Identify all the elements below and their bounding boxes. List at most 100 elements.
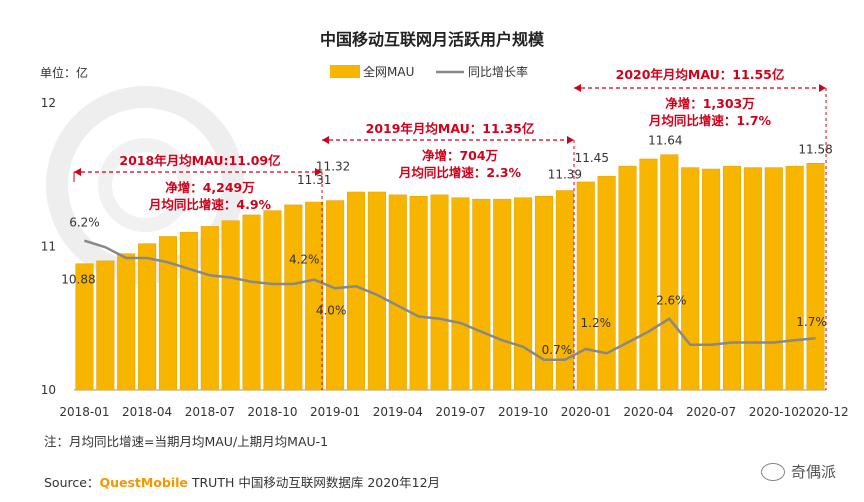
x-tick-label: 2018-01 — [59, 405, 109, 419]
y-tick-label: 12 — [41, 96, 56, 110]
legend-label-bar: 全网MAU — [363, 64, 414, 79]
x-tick-label: 2019-07 — [435, 405, 485, 419]
x-tick-label: 2018-04 — [122, 405, 172, 419]
bar — [221, 220, 240, 391]
bar — [346, 191, 366, 391]
period-net-gain: 净增：4,249万 — [165, 180, 255, 195]
bar — [242, 214, 261, 391]
logo-inner-ring — [98, 138, 192, 232]
bar — [96, 260, 115, 391]
period-growth: 月均同比增速：2.3% — [398, 165, 522, 180]
mau-chart: 中国移动互联网月活跃用户规模 单位：亿 全网MAU 同比增长率 10 11 12 201… — [40, 30, 849, 419]
bar — [702, 168, 721, 391]
bar — [138, 243, 157, 391]
period-net-gain: 净增：1,303万 — [665, 96, 755, 111]
bar-value-label: 11.31 — [297, 173, 331, 187]
bar — [806, 163, 825, 391]
bar — [75, 263, 94, 391]
line-value-label: 2.6% — [656, 294, 687, 308]
source-rest: TRUTH 中国移动互联网数据库 2020年12月 — [187, 475, 441, 490]
bar — [158, 236, 178, 391]
bar — [576, 181, 595, 391]
bar — [764, 167, 783, 391]
period-arrow-right — [819, 84, 826, 92]
source-line: Source：QuestMobile TRUTH 中国移动互联网数据库 2020… — [44, 472, 440, 491]
bar — [326, 200, 345, 391]
x-tick-label: 2019-10 — [498, 405, 548, 419]
legend-swatch-bar — [330, 65, 360, 78]
bar — [618, 165, 637, 391]
bar — [430, 194, 449, 391]
period-arrow-left — [322, 136, 329, 144]
source-prefix: Source： — [44, 475, 100, 490]
bar — [305, 201, 324, 391]
growth-polyline — [84, 239, 816, 362]
footnote: 注：月均同比增速=当期月均MAU/上期月均MAU-1 — [44, 434, 329, 449]
bar — [117, 253, 136, 391]
bar — [409, 196, 428, 391]
line-value-label: 4.2% — [289, 253, 320, 267]
watermark-text: 奇偶派 — [790, 463, 836, 481]
bar — [534, 196, 554, 391]
y-tick-label: 10 — [41, 383, 56, 397]
bar — [200, 226, 219, 391]
x-tick-label: 2020-10 — [749, 405, 799, 419]
unit-label: 单位：亿 — [40, 65, 88, 80]
x-tick-label: 2019-01 — [310, 405, 360, 419]
period-title: 2019年月均MAU：11.35亿 — [366, 121, 535, 136]
period-title: 2018年月均MAU:11.09亿 — [119, 153, 280, 168]
bar-value-label: 11.58 — [798, 142, 832, 156]
x-tick-label: 2018-10 — [247, 405, 297, 419]
source-brand: QuestMobile — [99, 475, 188, 490]
line-value-label: 0.7% — [542, 343, 573, 357]
bar — [660, 154, 679, 391]
growth-line — [84, 239, 816, 362]
period-arrow-right — [315, 168, 322, 176]
bar-value-label: 11.64 — [648, 134, 682, 148]
line-value-label: 1.2% — [581, 316, 612, 330]
bar — [451, 197, 470, 391]
bar-value-label: 11.39 — [548, 168, 582, 182]
bars — [75, 154, 825, 391]
period-growth: 月均同比增速：1.7% — [648, 113, 772, 128]
x-tick-label: 2020-07 — [686, 405, 736, 419]
bar — [493, 198, 512, 391]
bar — [263, 210, 282, 391]
bar — [639, 158, 658, 391]
chart-title: 中国移动互联网月活跃用户规模 — [320, 30, 545, 49]
bar — [743, 167, 762, 391]
period-net-gain: 净增：704万 — [422, 148, 498, 163]
y-tick-label: 11 — [41, 240, 56, 254]
bar — [597, 175, 616, 391]
bar-value-label: 11.45 — [575, 151, 609, 165]
bar — [388, 194, 407, 391]
period-arrow-left — [574, 84, 581, 92]
line-value-label: 4.0% — [316, 303, 347, 317]
line-value-label: 1.7% — [796, 315, 827, 329]
period-title: 2020年月均MAU：11.55亿 — [616, 67, 785, 82]
bar-value-label: 11.32 — [316, 160, 350, 174]
x-tick-label: 2020-01 — [561, 405, 611, 419]
x-tick-label: 2020-12 — [798, 405, 848, 419]
wechat-icon — [760, 462, 785, 481]
period-arrow-right — [567, 136, 574, 144]
bar — [284, 204, 303, 391]
period-growth: 月均同比增速：4.9% — [148, 197, 272, 212]
x-tick-label: 2018-07 — [185, 405, 235, 419]
bar — [179, 231, 198, 391]
bar — [472, 198, 491, 391]
legend: 全网MAU 同比增长率 — [330, 64, 528, 79]
axes: 10 11 12 2018-01 2018-04 2018-07 2018-10 2019-0… — [41, 96, 849, 419]
line-value-label: 6.2% — [69, 216, 100, 230]
bar — [681, 167, 700, 391]
legend-label-line: 同比增长率 — [468, 64, 528, 79]
watermark: 奇偶派 — [760, 461, 836, 482]
bar — [722, 165, 742, 391]
x-tick-label: 2020-04 — [623, 405, 673, 419]
x-tick-label: 2019-04 — [373, 405, 423, 419]
bar-value-label: 10.88 — [61, 273, 95, 287]
bar — [514, 197, 533, 391]
